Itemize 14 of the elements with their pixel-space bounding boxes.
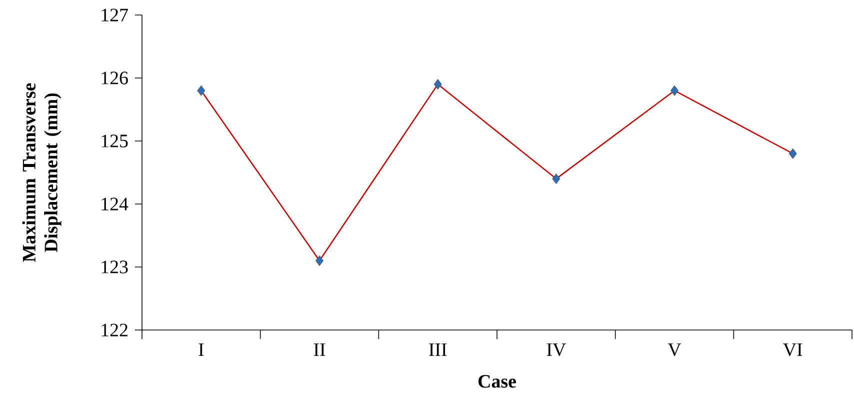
x-tick-label: II [314, 344, 326, 356]
y-tick-label: 123 [102, 260, 128, 274]
x-tick-label: V [668, 344, 682, 356]
x-tick-label: IV [546, 344, 566, 356]
x-tick-label: III [429, 344, 447, 356]
y-tick-label: 126 [102, 72, 128, 84]
x-axis-title: Case [478, 375, 516, 388]
y-tick-label: 124 [102, 198, 128, 210]
x-tick-label: VI [783, 344, 802, 356]
y-tick-label: 122 [102, 324, 128, 336]
y-tick-label: 127 [102, 8, 128, 22]
y-axis-title: Maximum Transverse Displacement (mm) [22, 83, 62, 262]
y-tick-label: 125 [102, 134, 128, 148]
x-tick-label: I [198, 344, 204, 356]
